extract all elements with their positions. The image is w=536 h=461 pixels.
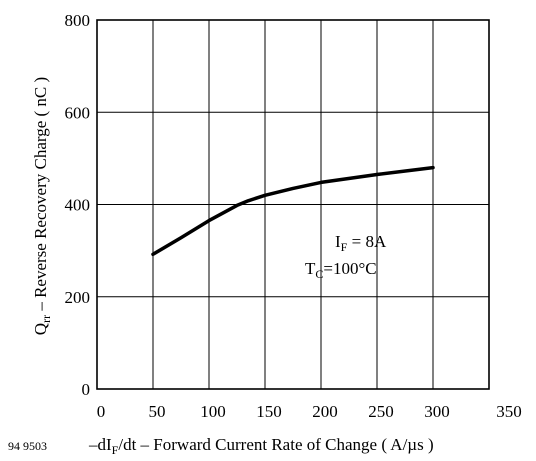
annotation-current: IF = 8A	[335, 232, 387, 254]
x-tick-labels: 0 50 100 150 200 250 300 350	[97, 402, 522, 421]
figure-id: 94 9503	[8, 439, 47, 453]
x-tick-label-150: 150	[256, 402, 282, 421]
y-tick-labels: 0 200 400 600 800	[65, 11, 91, 399]
y-axis-label: Qrr – Reverse Recovery Charge ( nC )	[31, 77, 53, 335]
x-tick-label-100: 100	[200, 402, 226, 421]
y-tick-label-400: 400	[65, 196, 91, 215]
y-tick-label-600: 600	[65, 103, 91, 122]
x-axis-label: –dIF/dt – Forward Current Rate of Change…	[88, 435, 434, 457]
y-tick-label-800: 800	[65, 11, 91, 30]
annotation-temperature: TC=100°C	[305, 259, 377, 281]
x-tick-label-250: 250	[368, 402, 394, 421]
plot-frame	[96, 19, 490, 390]
x-tick-label-300: 300	[424, 402, 450, 421]
x-tick-label-50: 50	[149, 402, 166, 421]
x-tick-label-200: 200	[312, 402, 338, 421]
y-tick-label-0: 0	[82, 380, 91, 399]
x-tick-label-350: 350	[496, 402, 522, 421]
y-tick-label-200: 200	[65, 288, 91, 307]
grid-lines	[97, 20, 489, 389]
series-line	[151, 165, 435, 257]
x-tick-label-0: 0	[97, 402, 106, 421]
